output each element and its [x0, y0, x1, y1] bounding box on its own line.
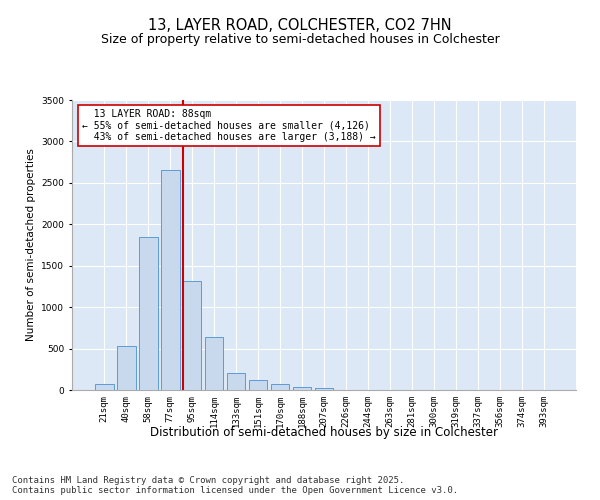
- Bar: [183, 280, 202, 390]
- Y-axis label: Number of semi-detached properties: Number of semi-detached properties: [26, 148, 36, 342]
- Bar: [139, 236, 158, 390]
- Bar: [249, 380, 268, 390]
- Bar: [205, 337, 223, 390]
- Text: Size of property relative to semi-detached houses in Colchester: Size of property relative to semi-detach…: [101, 32, 499, 46]
- Bar: [227, 372, 245, 390]
- Text: 13 LAYER ROAD: 88sqm  
← 55% of semi-detached houses are smaller (4,126)
  43% o: 13 LAYER ROAD: 88sqm ← 55% of semi-detac…: [82, 108, 376, 142]
- Text: Contains HM Land Registry data © Crown copyright and database right 2025.
Contai: Contains HM Land Registry data © Crown c…: [12, 476, 458, 495]
- Bar: [117, 346, 136, 390]
- Bar: [161, 170, 179, 390]
- Text: 13, LAYER ROAD, COLCHESTER, CO2 7HN: 13, LAYER ROAD, COLCHESTER, CO2 7HN: [148, 18, 452, 32]
- Bar: [314, 388, 334, 390]
- Bar: [95, 384, 113, 390]
- Text: Distribution of semi-detached houses by size in Colchester: Distribution of semi-detached houses by …: [150, 426, 498, 439]
- Bar: [293, 386, 311, 390]
- Bar: [271, 384, 289, 390]
